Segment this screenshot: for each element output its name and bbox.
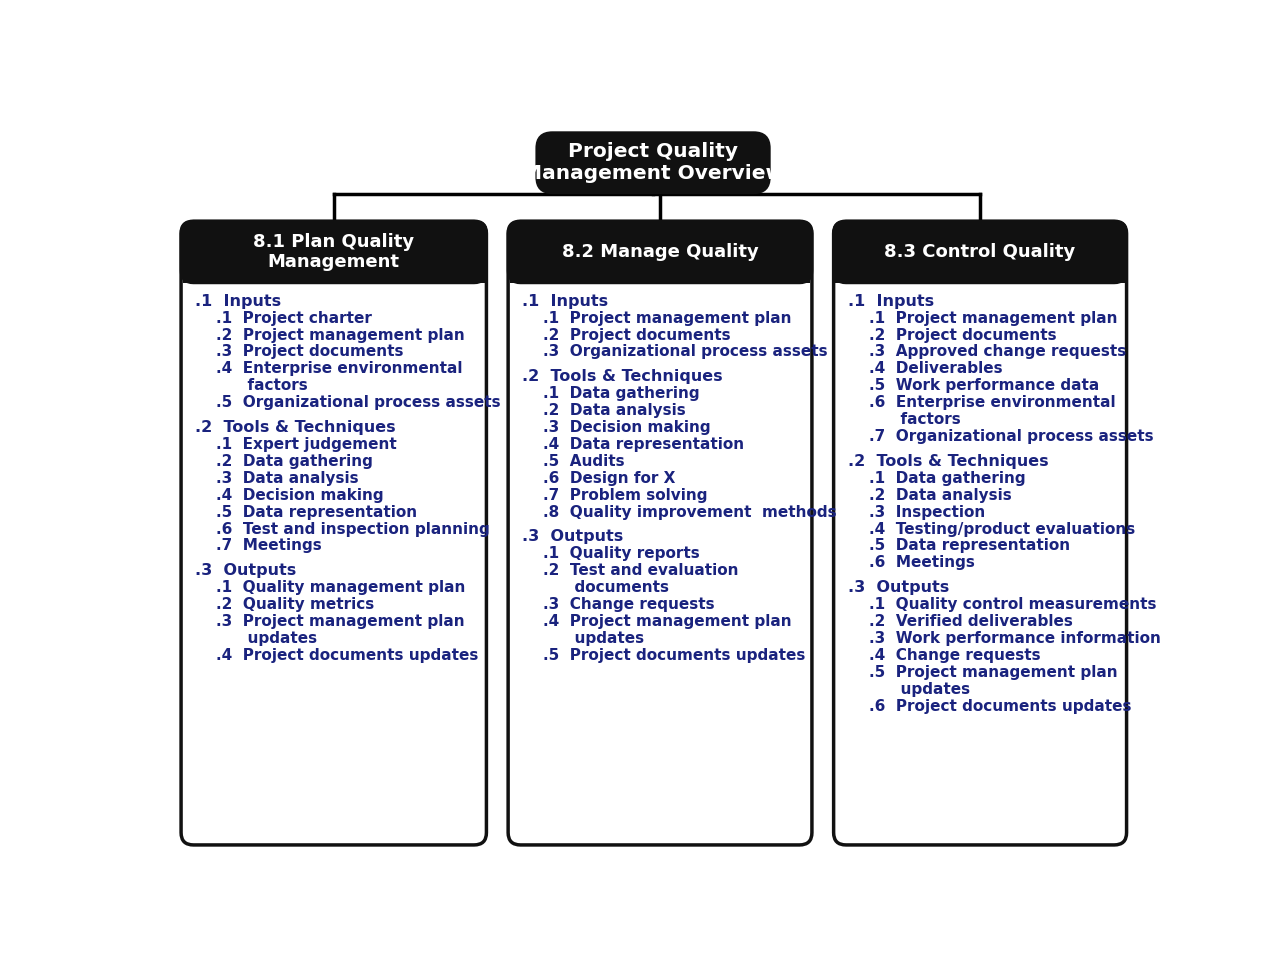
Text: .7  Meetings: .7 Meetings [195, 539, 321, 553]
Text: .2  Verified deliverables: .2 Verified deliverables [848, 614, 1072, 629]
Text: .4  Testing/product evaluations: .4 Testing/product evaluations [848, 521, 1135, 537]
Text: .1  Data gathering: .1 Data gathering [521, 386, 700, 401]
Text: .5  Project documents updates: .5 Project documents updates [521, 648, 806, 663]
Text: .4  Project documents updates: .4 Project documents updates [195, 648, 478, 663]
Text: 8.3 Control Quality: 8.3 Control Quality [885, 243, 1076, 261]
Text: .5  Organizational process assets: .5 Organizational process assets [195, 395, 501, 411]
Text: .1  Project charter: .1 Project charter [195, 311, 372, 325]
Text: 8.2 Manage Quality: 8.2 Manage Quality [562, 243, 759, 261]
FancyBboxPatch shape [181, 221, 487, 845]
Text: .3  Organizational process assets: .3 Organizational process assets [521, 345, 827, 359]
Text: .2  Tools & Techniques: .2 Tools & Techniques [521, 369, 723, 385]
Text: .4  Decision making: .4 Decision making [195, 487, 384, 503]
Text: 8.1 Plan Quality
Management: 8.1 Plan Quality Management [254, 233, 414, 272]
Text: .2  Project documents: .2 Project documents [848, 327, 1056, 343]
FancyBboxPatch shape [537, 133, 769, 193]
Text: .2  Test and evaluation: .2 Test and evaluation [521, 563, 738, 578]
Text: .3  Approved change requests: .3 Approved change requests [848, 345, 1126, 359]
Text: Project Quality
Management Overview: Project Quality Management Overview [521, 142, 784, 184]
Text: .7  Organizational process assets: .7 Organizational process assets [848, 429, 1153, 444]
Text: .4  Data representation: .4 Data representation [521, 437, 745, 452]
Text: .8  Quality improvement  methods: .8 Quality improvement methods [521, 505, 836, 519]
Text: .3  Outputs: .3 Outputs [195, 563, 296, 578]
Text: .6  Meetings: .6 Meetings [848, 555, 974, 570]
Text: .5  Work performance data: .5 Work performance data [848, 379, 1099, 393]
Text: factors: factors [195, 379, 307, 393]
Text: .6  Test and inspection planning: .6 Test and inspection planning [195, 521, 490, 537]
Text: .6  Design for X: .6 Design for X [521, 471, 676, 486]
FancyBboxPatch shape [509, 221, 812, 283]
Text: .2  Project documents: .2 Project documents [521, 327, 731, 343]
Text: .2  Data analysis: .2 Data analysis [521, 403, 686, 418]
Bar [182, 271, 484, 283]
Text: .5  Data representation: .5 Data representation [195, 505, 417, 519]
Text: factors: factors [848, 413, 960, 427]
Text: .2  Data gathering: .2 Data gathering [195, 453, 372, 469]
FancyBboxPatch shape [834, 221, 1127, 283]
Text: .6  Project documents updates: .6 Project documents updates [848, 699, 1131, 714]
Text: .1  Project management plan: .1 Project management plan [848, 311, 1117, 325]
Text: .3  Inspection: .3 Inspection [848, 505, 984, 519]
Text: .5  Audits: .5 Audits [521, 453, 625, 469]
Text: .3  Change requests: .3 Change requests [521, 597, 715, 612]
Text: .1  Inputs: .1 Inputs [521, 293, 608, 309]
Text: .2  Tools & Techniques: .2 Tools & Techniques [848, 453, 1048, 469]
Bar [835, 271, 1125, 283]
FancyBboxPatch shape [834, 221, 1127, 845]
Text: .1  Quality management plan: .1 Quality management plan [195, 580, 465, 595]
Text: .1  Expert judgement: .1 Expert judgement [195, 437, 397, 452]
Text: .2  Tools & Techniques: .2 Tools & Techniques [195, 419, 395, 435]
Text: .6  Enterprise environmental: .6 Enterprise environmental [848, 395, 1116, 411]
Text: .2  Quality metrics: .2 Quality metrics [195, 597, 375, 612]
Text: .4  Project management plan: .4 Project management plan [521, 614, 792, 629]
Text: .1  Data gathering: .1 Data gathering [848, 471, 1025, 486]
Text: .3  Outputs: .3 Outputs [848, 580, 949, 595]
Text: .5  Data representation: .5 Data representation [848, 539, 1070, 553]
Text: .1  Project management plan: .1 Project management plan [521, 311, 792, 325]
FancyBboxPatch shape [509, 221, 812, 845]
Text: .5  Project management plan: .5 Project management plan [848, 665, 1117, 680]
Text: .7  Problem solving: .7 Problem solving [521, 487, 708, 503]
Text: documents: documents [521, 580, 669, 595]
Bar [510, 271, 811, 283]
Text: .1  Inputs: .1 Inputs [195, 293, 282, 309]
Text: .2  Data analysis: .2 Data analysis [848, 487, 1011, 503]
FancyBboxPatch shape [181, 221, 487, 283]
Text: .3  Data analysis: .3 Data analysis [195, 471, 358, 486]
Text: .4  Enterprise environmental: .4 Enterprise environmental [195, 361, 463, 377]
Text: .4  Deliverables: .4 Deliverables [848, 361, 1002, 377]
Text: .3  Project management plan: .3 Project management plan [195, 614, 464, 629]
Text: .4  Change requests: .4 Change requests [848, 648, 1040, 663]
Text: .2  Project management plan: .2 Project management plan [195, 327, 465, 343]
Text: .3  Decision making: .3 Decision making [521, 419, 710, 435]
Text: .3  Project documents: .3 Project documents [195, 345, 403, 359]
Text: .1  Inputs: .1 Inputs [848, 293, 933, 309]
Text: updates: updates [521, 631, 644, 646]
Text: .1  Quality reports: .1 Quality reports [521, 546, 700, 561]
Text: updates: updates [848, 682, 970, 697]
Text: .3  Outputs: .3 Outputs [521, 529, 623, 544]
Text: updates: updates [195, 631, 317, 646]
Text: .3  Work performance information: .3 Work performance information [848, 631, 1160, 646]
Text: .1  Quality control measurements: .1 Quality control measurements [848, 597, 1156, 612]
